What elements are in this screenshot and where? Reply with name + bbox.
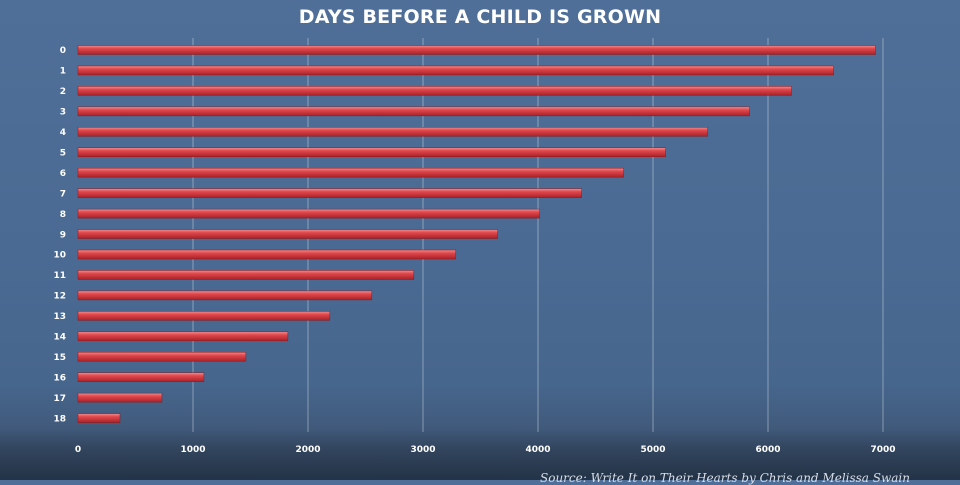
y-tick-label: 16 — [53, 373, 66, 383]
bar-0 — [77, 45, 876, 55]
y-tick-label: 2 — [60, 87, 66, 97]
bar-16 — [77, 372, 205, 382]
x-tick-label: 5000 — [640, 445, 665, 455]
y-tick-label: 13 — [53, 312, 66, 322]
bar-10 — [77, 249, 457, 260]
y-tick-label: 14 — [53, 333, 66, 343]
bar-6 — [77, 167, 624, 178]
x-tick-label: 2000 — [295, 445, 320, 455]
bar-14 — [77, 331, 289, 342]
y-tick-label: 1 — [60, 67, 66, 77]
bar-5 — [77, 147, 666, 157]
x-tick-label: 7000 — [870, 445, 895, 455]
bar-7 — [77, 188, 582, 198]
x-tick-label: 3000 — [410, 445, 435, 455]
bar-9 — [77, 229, 498, 239]
bar-17 — [77, 392, 163, 403]
x-tick-label: 4000 — [525, 445, 550, 455]
chart-title: DAYS BEFORE A CHILD IS GROWN — [298, 6, 662, 28]
bar-4 — [77, 127, 708, 137]
y-tick-label: 5 — [60, 148, 66, 158]
y-tick-label: 15 — [53, 353, 66, 363]
bar-18 — [77, 413, 121, 423]
y-tick-label: 7 — [60, 189, 66, 199]
bar-13 — [77, 311, 331, 321]
sea-background — [0, 428, 960, 480]
bar-12 — [77, 290, 373, 301]
bar-15 — [77, 352, 247, 362]
bar-3 — [77, 106, 750, 117]
y-tick-label: 8 — [60, 210, 66, 220]
y-tick-label: 10 — [53, 251, 66, 261]
x-tick-label: 6000 — [755, 445, 780, 455]
source-credit: Source: Write It on Their Hearts by Chri… — [540, 471, 910, 485]
y-tick-label: 18 — [53, 414, 66, 424]
y-tick-label: 17 — [53, 394, 66, 404]
y-tick-label: 4 — [60, 128, 66, 138]
bar-2 — [77, 86, 792, 96]
y-tick-label: 9 — [60, 230, 66, 240]
y-tick-label: 3 — [60, 108, 66, 118]
y-tick-label: 0 — [60, 46, 66, 56]
y-tick-label: 6 — [60, 169, 66, 179]
x-tick-label: 1000 — [180, 445, 205, 455]
bar-11 — [77, 270, 415, 280]
bar-8 — [77, 208, 540, 219]
x-tick-label: 0 — [75, 445, 81, 455]
y-tick-label: 12 — [53, 292, 66, 302]
y-tick-label: 11 — [53, 271, 66, 281]
bar-1 — [77, 65, 834, 76]
